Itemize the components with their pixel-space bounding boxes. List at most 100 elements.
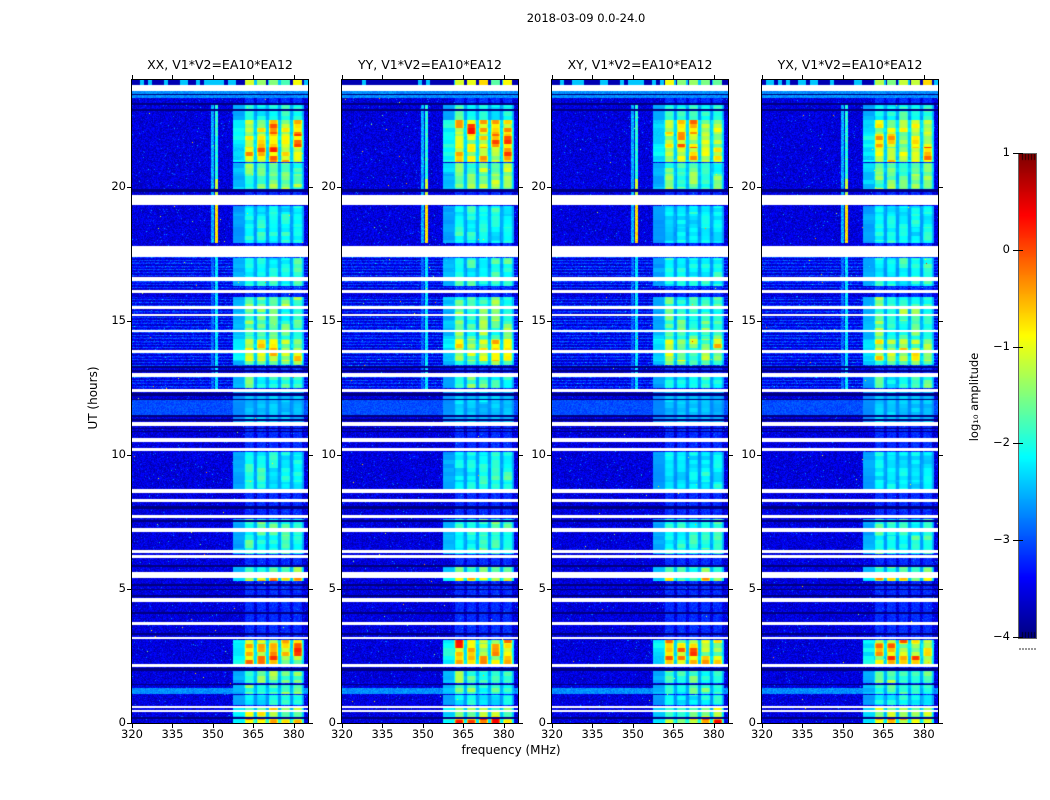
y-tick-mark-right (939, 455, 943, 457)
y-tick-mark-right (939, 321, 943, 323)
x-tick-mark (923, 724, 925, 728)
x-tick-label: 335 (581, 727, 604, 741)
x-tick-mark-top (503, 75, 505, 79)
x-tick-label: 380 (492, 727, 515, 741)
y-tick-mark-right (519, 723, 523, 724)
heatmap-canvas-XX (131, 79, 309, 724)
y-tick-mark-right (309, 455, 313, 457)
y-tick-mark-right (939, 187, 943, 189)
x-tick-mark (342, 724, 343, 728)
x-tick-label: 365 (452, 727, 475, 741)
y-tick-mark-right (519, 589, 523, 591)
x-tick-mark-top (342, 75, 343, 79)
panel-title-XX: XX, V1*V2=EA10*EA12 (147, 57, 293, 72)
y-tick-label: 20 (741, 179, 756, 194)
x-tick-label: 350 (621, 727, 644, 741)
x-tick-mark-top (132, 75, 133, 79)
y-tick-label: 5 (748, 581, 756, 596)
x-tick-mark (592, 724, 594, 728)
x-tick-label: 380 (702, 727, 725, 741)
x-tick-mark (632, 724, 634, 728)
panel-title-YY: YY, V1*V2=EA10*EA12 (358, 57, 502, 72)
x-tick-mark-top (883, 75, 885, 79)
y-tick-mark (127, 187, 131, 189)
colorbar-tick-label: −2 (993, 435, 1010, 450)
x-tick-label: 335 (371, 727, 394, 741)
y-tick-mark-right (939, 723, 943, 724)
y-tick-label: 0 (748, 715, 756, 729)
panel-title-XY: XY, V1*V2=EA10*EA12 (567, 57, 713, 72)
y-tick-label: 10 (531, 447, 546, 462)
y-tick-label: 5 (538, 581, 546, 596)
x-tick-mark (713, 724, 715, 728)
colorbar-tick-mark (1013, 249, 1023, 251)
x-tick-label: 380 (912, 727, 935, 741)
colorbar-tick-label: 0 (1002, 241, 1010, 256)
x-tick-mark (802, 724, 804, 728)
y-tick-label: 0 (118, 715, 126, 729)
x-tick-label: 350 (201, 727, 224, 741)
x-tick-mark-top (253, 75, 255, 79)
x-tick-mark-top (842, 75, 844, 79)
y-tick-mark-right (309, 321, 313, 323)
y-tick-label: 5 (118, 581, 126, 596)
y-tick-mark (757, 187, 761, 189)
y-tick-mark (547, 723, 551, 724)
x-tick-mark-top (762, 75, 763, 79)
x-axis-label: frequency (MHz) (461, 743, 561, 757)
x-tick-mark (842, 724, 844, 728)
colorbar-tick-mark (1013, 540, 1023, 542)
x-tick-mark (503, 724, 505, 728)
y-tick-label: 15 (741, 313, 756, 328)
colorbar-extend-dot (1025, 648, 1027, 650)
y-tick-mark-right (309, 723, 313, 724)
x-tick-mark (422, 724, 424, 728)
y-tick-label: 15 (321, 313, 336, 328)
heatmap-canvas-YY (341, 79, 519, 724)
x-tick-mark-top (592, 75, 594, 79)
y-tick-mark (337, 187, 341, 189)
y-tick-mark (337, 321, 341, 323)
x-tick-label: 335 (161, 727, 184, 741)
x-tick-label: 320 (541, 727, 563, 741)
y-tick-label: 20 (531, 179, 546, 194)
y-tick-mark (127, 589, 131, 591)
x-tick-mark (883, 724, 885, 728)
x-tick-mark-top (422, 75, 424, 79)
colorbar-tick-mark (1013, 153, 1023, 154)
y-tick-label: 15 (111, 313, 126, 328)
x-tick-mark (463, 724, 465, 728)
x-tick-label: 365 (242, 727, 265, 741)
y-tick-mark-right (519, 455, 523, 457)
y-tick-mark (757, 723, 761, 724)
y-tick-mark-right (729, 187, 733, 189)
x-tick-mark (132, 724, 133, 728)
y-tick-mark-right (519, 187, 523, 189)
x-tick-label: 380 (282, 727, 305, 741)
y-tick-mark-right (309, 589, 313, 591)
colorbar-extend-dot (1022, 648, 1024, 650)
x-tick-label: 335 (791, 727, 814, 741)
x-tick-label: 320 (331, 727, 353, 741)
x-tick-mark-top (172, 75, 174, 79)
y-tick-label: 0 (328, 715, 336, 729)
y-tick-mark (547, 321, 551, 323)
y-tick-mark (757, 589, 761, 591)
y-tick-mark (127, 723, 131, 724)
colorbar-extend-dot (1031, 648, 1033, 650)
x-tick-mark (762, 724, 763, 728)
colorbar-tick-label: −4 (993, 629, 1010, 643)
colorbar-tick-mark (1013, 637, 1023, 638)
x-tick-mark (293, 724, 295, 728)
colorbar-extend-dot (1034, 648, 1036, 650)
y-tick-label: 0 (538, 715, 546, 729)
y-tick-mark (337, 455, 341, 457)
colorbar-extend-dot (1019, 648, 1021, 650)
heatmap-canvas-YX (761, 79, 939, 724)
y-tick-mark (757, 321, 761, 323)
y-tick-mark-right (729, 723, 733, 724)
y-tick-mark-right (309, 187, 313, 189)
x-tick-mark-top (463, 75, 465, 79)
y-tick-mark-right (729, 589, 733, 591)
